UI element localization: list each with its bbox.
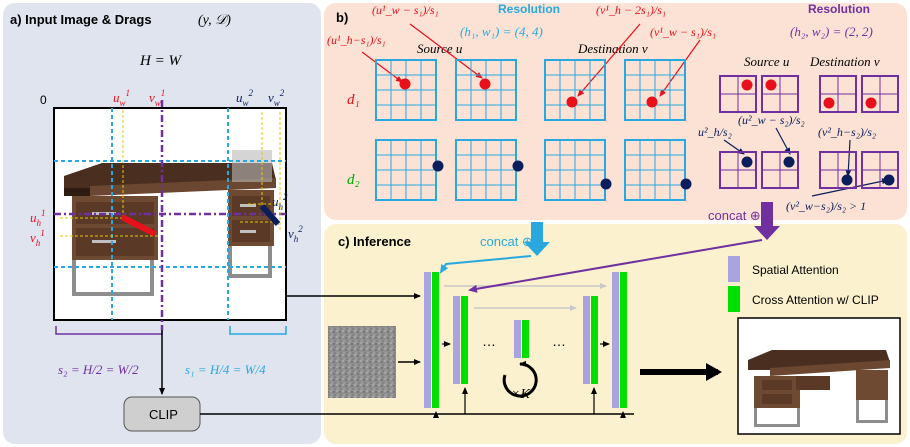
annotation-pointers xyxy=(361,23,889,197)
unet-cross-block-5 xyxy=(620,272,627,408)
cyan-feed-line xyxy=(439,255,532,274)
unet-spatial-block-1 xyxy=(424,272,431,408)
unet-cross-block-2 xyxy=(461,296,468,384)
label-v2h: vh2 xyxy=(288,224,303,244)
grid-d1-source-1 xyxy=(375,59,437,121)
unet-ellipsis-right: … xyxy=(552,333,566,349)
destination-label-1: Destination v xyxy=(577,41,648,56)
annotation-uh1: (u¹_h−s₁)/s₁ xyxy=(327,33,386,47)
concat-arrow-right-head xyxy=(754,226,780,240)
drag-point-markers xyxy=(399,78,895,190)
resolution-1-value: (h₁, w₁) = (4, 4) xyxy=(460,24,543,39)
unet-spatial-block-3 xyxy=(514,320,521,358)
concat-arrow-left-shaft xyxy=(531,222,543,242)
label-s2: s₂ = H/2 = W/2 xyxy=(58,362,139,377)
label-u1h: uh1 xyxy=(30,208,46,228)
annotation-vh1: (v¹_h − 2s₁)/s₁ xyxy=(596,3,666,17)
annotation-vw2: (v²_w−s₂)/s₂ > 1 xyxy=(786,199,866,213)
panel-a-title-math: (y, 𝒟) xyxy=(198,13,231,28)
grid2-d1-dest-1 xyxy=(819,75,857,113)
grid2-d1-dest-2 xyxy=(861,75,899,113)
legend-spatial-label: Spatial Attention xyxy=(752,263,839,277)
concat-label-left: concat ⊕ xyxy=(480,234,533,249)
concat-arrow-left-head xyxy=(524,242,550,256)
destination-label-2: Destination v xyxy=(809,54,880,69)
unet-cross-block-3 xyxy=(522,320,529,358)
drag-label-d1: d₁ xyxy=(347,92,360,108)
grid2-d2-dest-2 xyxy=(861,151,899,189)
annotation-uw1: (u¹_w − s₁)/s₁ xyxy=(372,3,439,17)
loop-arrow xyxy=(502,360,538,398)
grid2-d2-dest-1 xyxy=(819,151,857,189)
annotation-uw2: (u²_w − s₂)/s₂ xyxy=(738,113,805,127)
noise-latent xyxy=(328,326,396,398)
drag-arrow-2 xyxy=(259,204,281,226)
label-v1h: vh1 xyxy=(30,228,45,248)
clip-conditioning-arrows xyxy=(433,387,626,418)
legend-cross-label: Cross Attention w/ CLIP xyxy=(752,293,879,307)
unet: … … xyxy=(424,272,627,408)
unet-cross-block-4 xyxy=(591,296,598,384)
drag-guide-lines xyxy=(60,110,281,237)
grid-d1-dest-1 xyxy=(544,59,606,121)
unet-spatial-block-2 xyxy=(453,296,460,384)
resolution-1-title: Resolution xyxy=(498,2,560,16)
panel-c-label: c) Inference xyxy=(338,234,411,249)
label-v2w: vw2 xyxy=(268,88,285,108)
label-s1: s₁ = H/4 = W/4 xyxy=(185,362,266,377)
grid2-d1-source-1 xyxy=(719,75,757,113)
panel-a-title: a) Input Image & Drags xyxy=(10,12,152,27)
legend-cross-swatch xyxy=(728,286,740,312)
grid-2x2-group xyxy=(719,75,899,189)
drag-label-d2: d₂ xyxy=(347,172,360,188)
equation-h-equals-w: H = W xyxy=(139,53,182,69)
grid2-d2-source-1 xyxy=(719,151,757,189)
resolution-2-title: Resolution xyxy=(808,2,870,16)
grid-4x4-group xyxy=(375,59,686,201)
fine-grid-lines xyxy=(54,108,286,320)
annotation-vw1: (v¹_w − s₁)/s₁ xyxy=(650,25,716,39)
output-image xyxy=(737,317,901,435)
concat-arrow-right-shaft xyxy=(761,202,773,226)
panel-b-label: b) xyxy=(336,10,348,25)
grid-d2-dest-2 xyxy=(624,139,686,201)
unet-spatial-block-5 xyxy=(612,272,619,408)
desk-illustration xyxy=(64,150,276,296)
source-label-1: Source u xyxy=(417,41,463,56)
annotation-vh2: (v²_h−s₂)/s₂ xyxy=(818,125,876,139)
clip-label: CLIP xyxy=(149,407,178,422)
annotation-uh2: u²_h/s₂ xyxy=(698,125,732,139)
loop-count: ×K xyxy=(511,387,530,402)
origin-label: 0 xyxy=(40,93,47,107)
drag-arrow-1 xyxy=(120,214,157,237)
label-u2w: uw2 xyxy=(236,88,254,108)
grid2-d2-source-2 xyxy=(761,151,799,189)
grid2-d1-source-2 xyxy=(761,75,799,113)
grid-d2-dest-1 xyxy=(544,139,606,201)
unet-spatial-block-4 xyxy=(583,296,590,384)
coarse-grid-lines xyxy=(54,100,286,330)
label-u1w: uw1 xyxy=(113,88,130,108)
bracket-s1 xyxy=(229,326,287,335)
grid-d1-source-2 xyxy=(455,59,517,121)
purple-feed-line xyxy=(468,239,763,293)
unet-ellipsis-left: … xyxy=(482,333,496,349)
legend-spatial-swatch xyxy=(728,256,740,282)
unet-cross-block-1 xyxy=(432,272,439,408)
grid-d1-dest-2 xyxy=(624,59,686,121)
label-v1w: vw1 xyxy=(149,88,165,108)
label-u2h: uh2 xyxy=(272,192,288,212)
source-label-2: Source u xyxy=(744,54,790,69)
concat-label-right: concat ⊕ xyxy=(708,208,761,223)
resolution-2-value: (h₂, w₂) = (2, 2) xyxy=(790,24,873,39)
